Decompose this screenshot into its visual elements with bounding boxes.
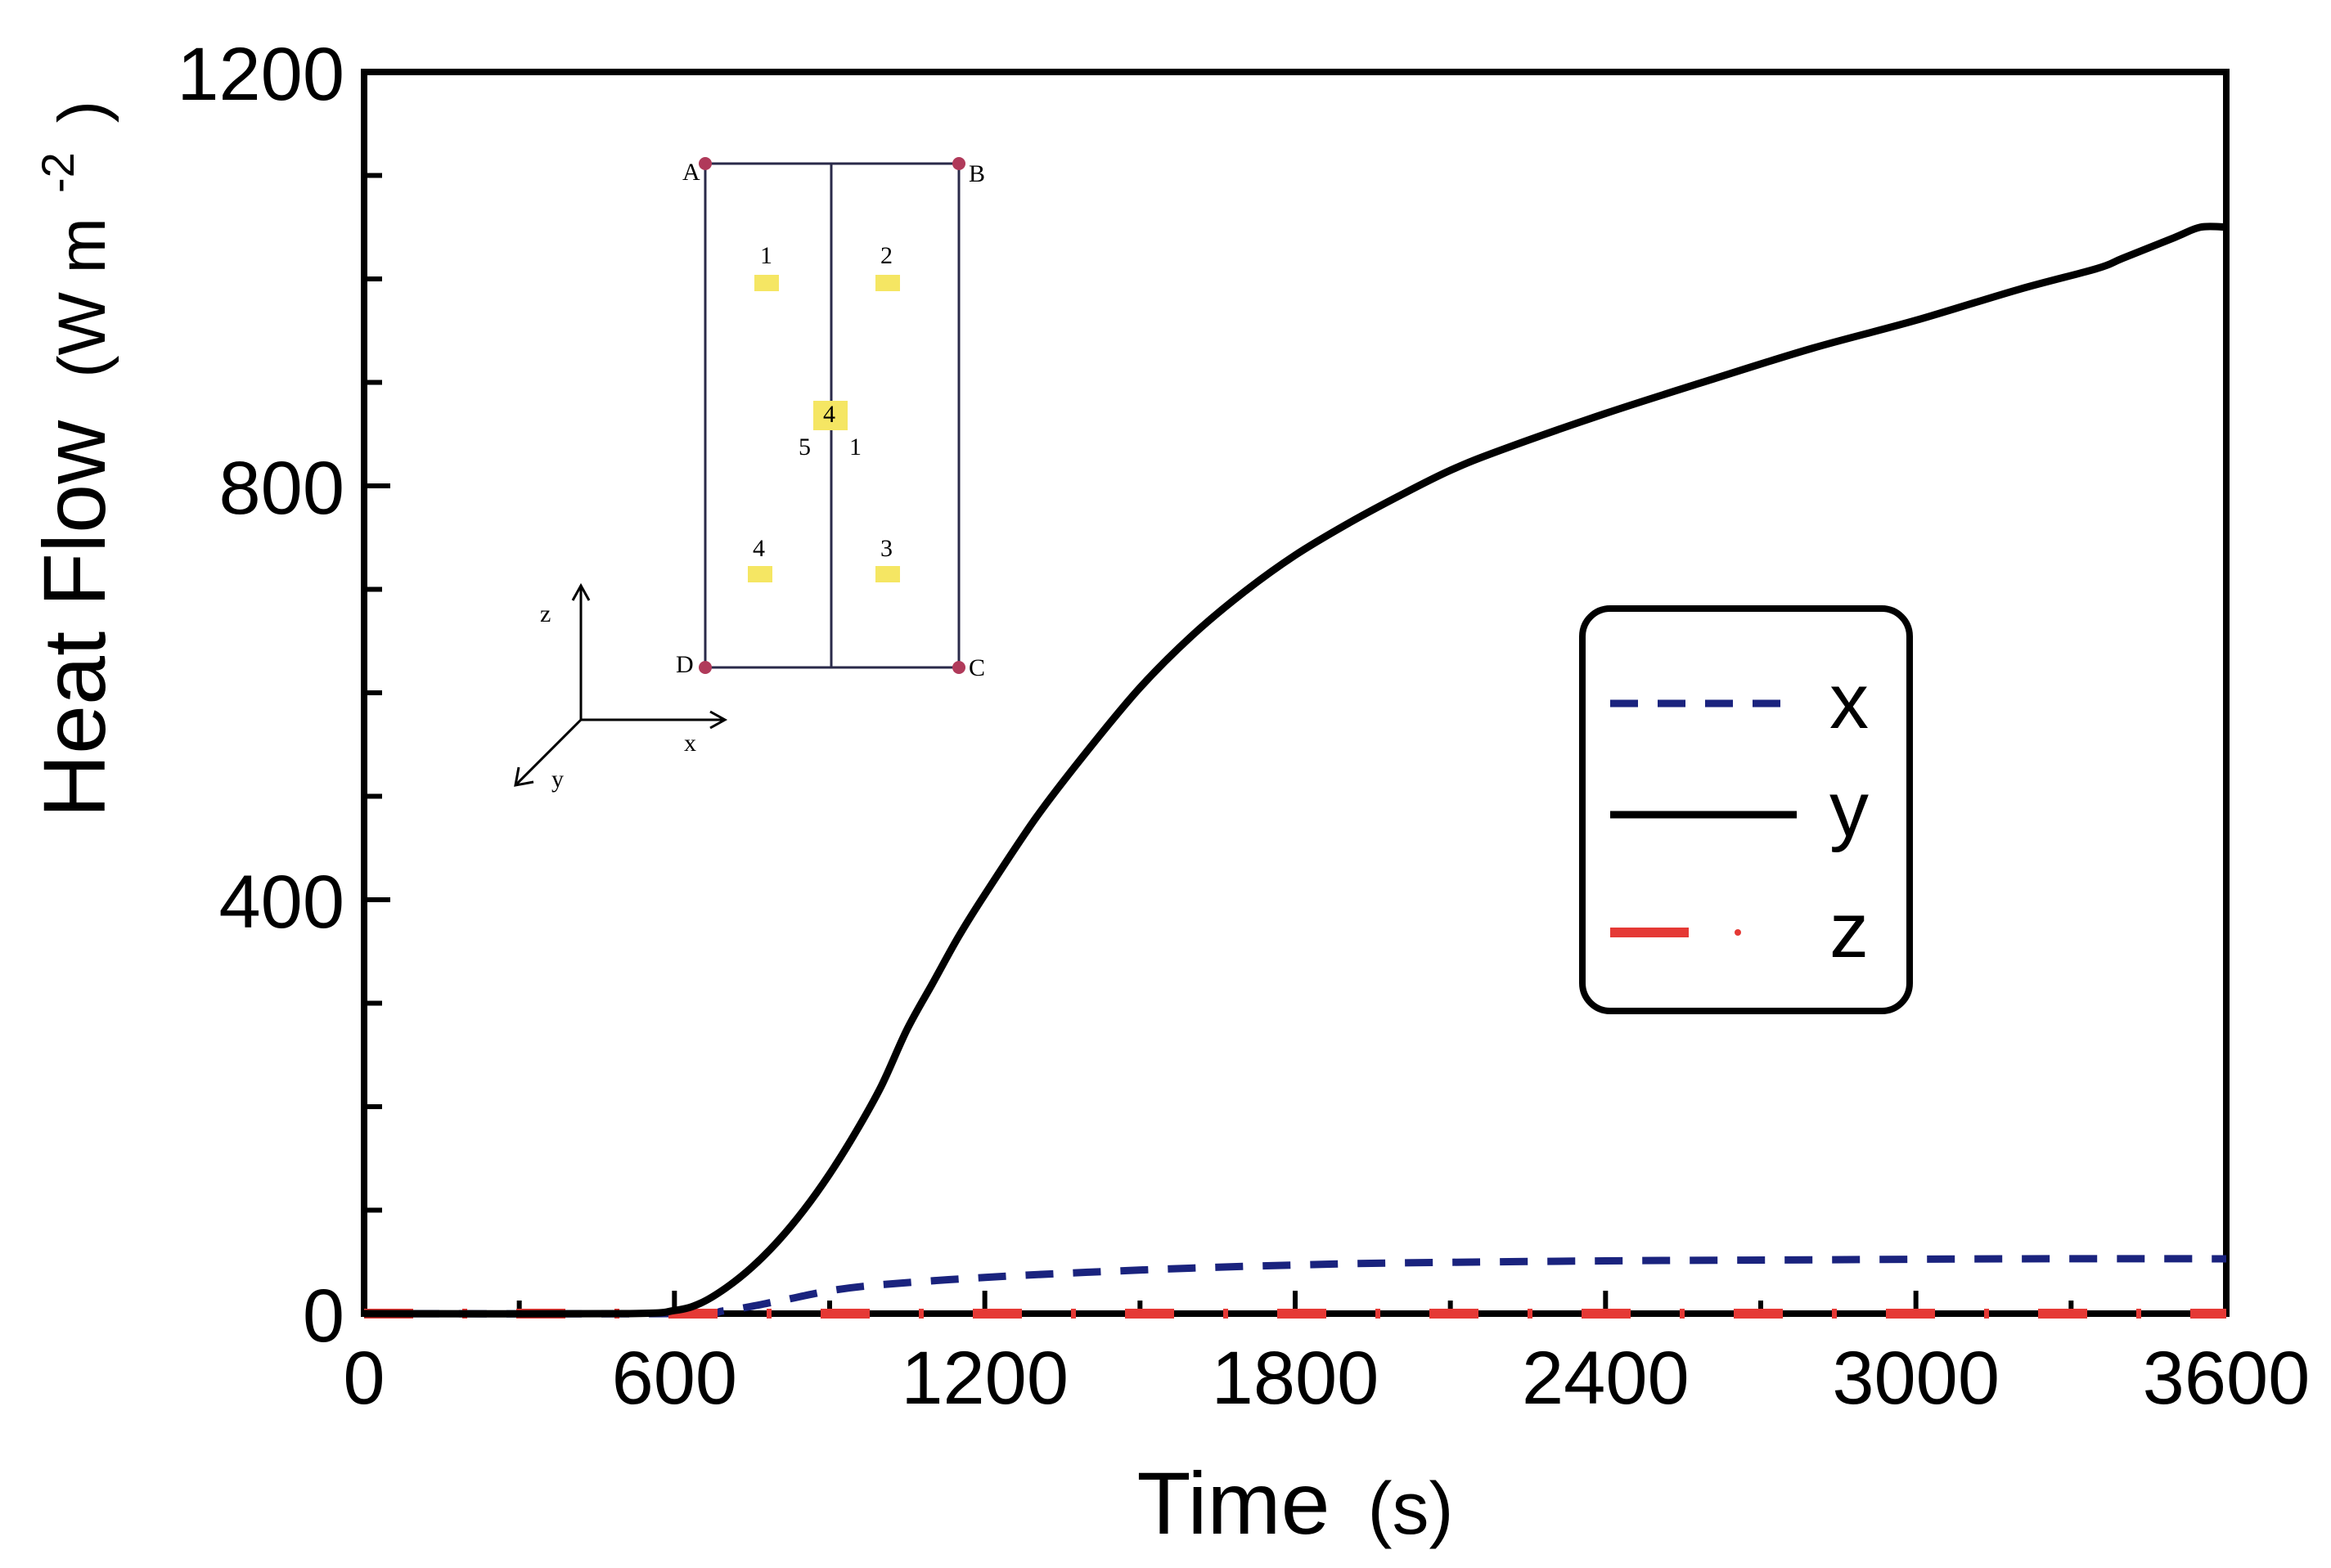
inset-point-label: 3 xyxy=(880,535,893,562)
plot-frame xyxy=(361,69,2230,1317)
legend-swatch-z xyxy=(1610,928,1741,937)
inset-axis-label: x xyxy=(684,730,696,757)
legend-label: x xyxy=(1829,658,1869,745)
y-tick-label: 800 xyxy=(219,447,345,530)
inset-schematic: A B C D 1 2 3 4 4 5 1 z x y xyxy=(514,157,985,793)
inset-corner-marker xyxy=(699,661,712,674)
legend-label: z xyxy=(1829,887,1869,974)
x-tick-label: 600 xyxy=(612,1337,738,1420)
inset-center-label: 4 xyxy=(823,401,835,428)
y-tick-label: 0 xyxy=(303,1274,344,1358)
y-axis-title: Heat Flow (W m -2 ) xyxy=(0,101,124,818)
y-axis-ticks xyxy=(364,70,390,1316)
inset-corner-label: D xyxy=(676,651,694,678)
y-axis-title-main: Heat Flow xyxy=(25,420,124,818)
y-axis-title-superscript: -2 xyxy=(32,152,83,193)
y-tick-label: 1200 xyxy=(177,33,344,116)
inset-point-label: 2 xyxy=(880,242,893,269)
x-tick-label: 2400 xyxy=(1522,1337,1690,1420)
inset-sensor xyxy=(875,566,900,582)
x-tick-label: 1800 xyxy=(1212,1337,1379,1420)
inset-axis-label: y xyxy=(551,766,564,793)
series-layer xyxy=(363,222,2227,1319)
inset-point-label: 1 xyxy=(760,242,772,269)
inset-corner-marker xyxy=(699,157,712,170)
y-axis-tick-labels: 0 400 800 1200 xyxy=(177,33,344,1358)
legend-box xyxy=(1579,605,1913,1014)
inset-point-label: 4 xyxy=(753,535,765,562)
x-axis-title: Time (s) xyxy=(1137,1453,1454,1552)
inset-sensor xyxy=(754,275,779,291)
inset-center-side-label: 1 xyxy=(849,434,862,461)
inset-corner-label: B xyxy=(969,160,985,187)
x-axis-title-unit: (s) xyxy=(1368,1468,1454,1550)
x-tick-label: 1200 xyxy=(901,1337,1069,1420)
y-axis-title-close: ) xyxy=(45,101,119,123)
y-axis-title-unit: (W m xyxy=(45,218,119,378)
legend: x y z xyxy=(1579,605,1913,1014)
x-axis-title-main: Time xyxy=(1137,1453,1330,1552)
x-tick-label: 3600 xyxy=(2143,1337,2311,1420)
inset-sensor-center xyxy=(813,401,848,430)
inset-center-side-label: 5 xyxy=(799,434,811,461)
inset-corner-marker xyxy=(952,157,965,170)
x-axis-tick-labels: 0 600 1200 1800 2400 3000 3600 xyxy=(343,1337,2310,1420)
inset-corner-label: C xyxy=(969,654,985,681)
inset-sensor xyxy=(875,275,900,291)
inset-axis-label: z xyxy=(540,600,551,627)
x-tick-label: 0 xyxy=(343,1337,385,1420)
inset-corner-label: A xyxy=(682,159,700,186)
series-line-y xyxy=(363,222,2227,1318)
x-tick-label: 3000 xyxy=(1832,1337,2000,1420)
inset-corner-marker xyxy=(952,661,965,674)
legend-label: y xyxy=(1829,766,1869,853)
inset-sensor xyxy=(748,566,772,582)
inset-axes-glyph xyxy=(514,582,728,787)
y-tick-label: 400 xyxy=(219,860,345,944)
